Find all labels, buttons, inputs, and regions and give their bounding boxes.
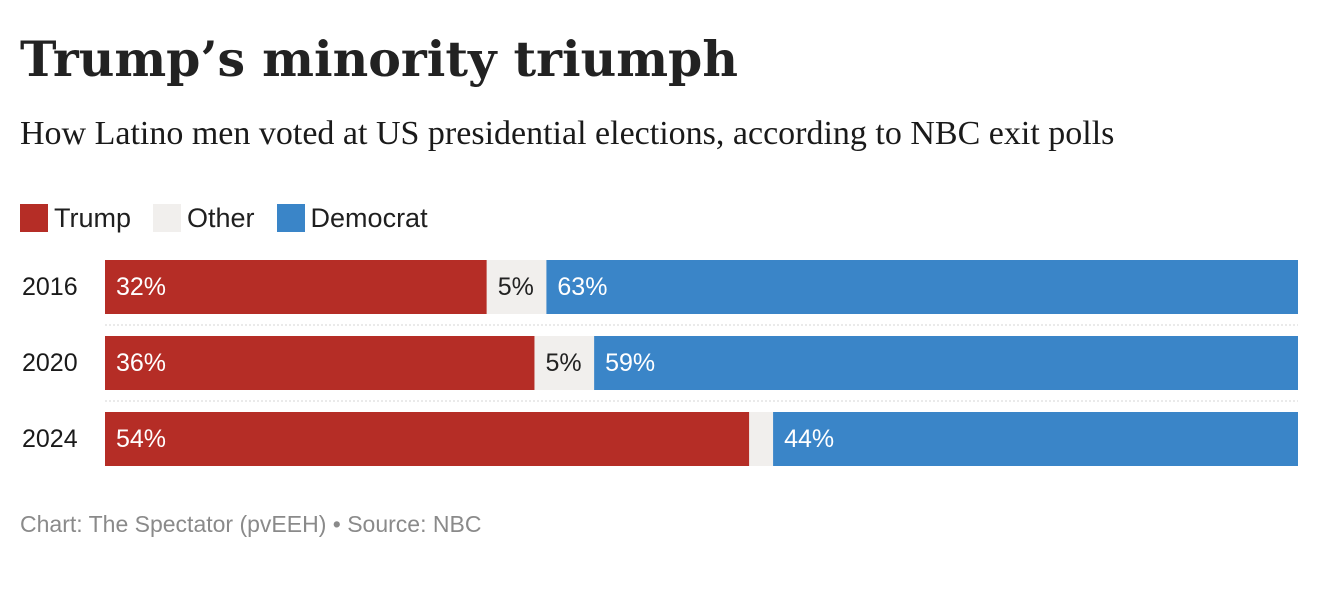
legend-item-other: Other (153, 203, 255, 234)
data-label-trump-2016: 32% (116, 273, 166, 301)
legend-swatch-other (153, 204, 182, 232)
data-label-democrat-2024: 44% (784, 425, 834, 453)
bar-other-2016 (486, 260, 547, 314)
bar-trump-2024 (105, 412, 750, 466)
data-label-trump-2020: 36% (116, 349, 166, 377)
data-label-democrat-2020: 59% (605, 349, 655, 377)
bar-democrat-2020 (594, 336, 1298, 390)
legend-swatch-democrat (276, 204, 305, 232)
bar-trump-2020 (105, 336, 535, 390)
legend-label-other: Other (187, 202, 255, 233)
category-label-2020: 2020 (22, 349, 78, 377)
category-label-2024: 2024 (22, 425, 78, 453)
bar-other-2024 (749, 412, 774, 466)
chart-subtitle: How Latino men voted at US presidential … (20, 115, 1115, 152)
category-label-2016: 2016 (22, 273, 78, 301)
bar-trump-2016 (105, 260, 487, 314)
bar-democrat-2016 (546, 260, 1298, 314)
legend: Trump Other Democrat (20, 198, 450, 238)
legend-swatch-trump (20, 204, 48, 232)
legend-label-democrat: Democrat (310, 202, 428, 233)
chart-credit: Chart: The Spectator (pvEEH) (20, 511, 327, 537)
chart-title: Trump’s minority triumph (20, 30, 738, 88)
source-note: Source: NBC (347, 511, 482, 537)
data-label-trump-2024: 54% (116, 425, 166, 453)
data-label-democrat-2016: 63% (557, 273, 607, 301)
bar-other-2020 (534, 336, 595, 390)
legend-item-trump: Trump (20, 203, 131, 234)
footer-separator: • (332, 511, 341, 537)
data-label-other-2020: 5% (545, 349, 581, 377)
bar-democrat-2024 (773, 412, 1298, 466)
legend-item-democrat: Democrat (276, 202, 428, 234)
legend-label-trump: Trump (54, 202, 132, 233)
data-label-other-2016: 5% (498, 273, 534, 301)
chart-footer: Chart: The Spectator (pvEEH) • Source: N… (20, 508, 481, 540)
stacked-bar-chart: 2016 32% 5% 63% 2020 36% 5% 59% 2024 54% 44% (22, 260, 1298, 466)
